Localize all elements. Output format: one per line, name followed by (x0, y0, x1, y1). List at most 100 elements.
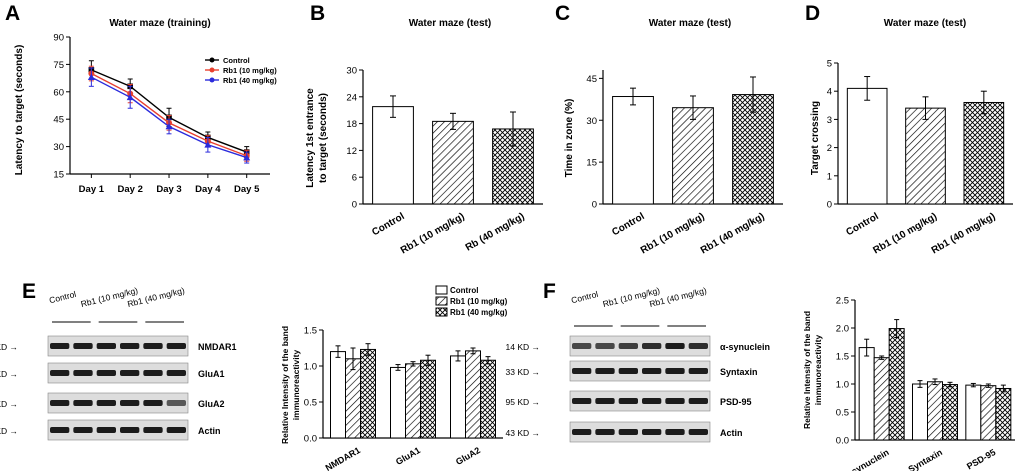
panel-a-legend-marker (209, 67, 215, 73)
panel-a-x-tick-label: Day 1 (79, 184, 105, 195)
panel-f-protein-label: Actin (720, 428, 743, 438)
panel-e-blot-row (47, 419, 189, 441)
panel-a-x-tick-label: Day 3 (156, 184, 181, 195)
panel-f-blot-band (665, 398, 685, 404)
panel-e-protein-label: GluA2 (198, 399, 225, 409)
panel-f-blot-band (688, 429, 708, 435)
panel-b-title: Water maze (test) (409, 18, 491, 29)
panel-e-x-tick-label: GluA1 (394, 445, 422, 467)
panel-f-blot-strip (569, 390, 711, 412)
panel-d-title: Water maze (test) (884, 18, 966, 29)
panel-e-legend-swatch (435, 285, 448, 295)
panel-e-blot-band (50, 400, 70, 406)
panel-d-bar (846, 87, 888, 205)
panel-f-blot-strip (569, 421, 711, 443)
panel-b-y-label: Latency 1st entrance (305, 88, 316, 188)
panel-d-y-tick-label: 5 (827, 59, 832, 70)
panel-a-point (204, 141, 212, 148)
panel-e-bar (405, 363, 421, 439)
panel-e-kd-label: 120 KD → (0, 342, 18, 352)
panel-f-blot-band (572, 343, 592, 349)
panel-e-blot-band (96, 370, 116, 376)
panel-a-legend-marker (209, 77, 215, 83)
panel-f-blot-band (618, 429, 638, 435)
panel-f-y-label: immunoreactivity (813, 335, 823, 406)
panel-e-kd-label: 100 KD → (0, 369, 18, 379)
panel-c-x-tick-label: Rb1 (10 mg/kg) (639, 211, 707, 256)
panel-f-blot-band (665, 343, 685, 349)
panel-f-blot-row (569, 360, 711, 382)
panel-f-y-tick-label: 0.5 (836, 408, 849, 419)
panel-f-x-tick-label: Syntaxin (907, 447, 944, 471)
panel-e-y-tick-label: 0.0 (304, 434, 317, 445)
panel-e-blot-strip (47, 335, 189, 357)
panel-e-blot-band (73, 370, 93, 376)
panel-e-blot-band (73, 427, 93, 433)
panel-f-y-tick-label: 2.0 (836, 324, 849, 335)
panel-f-kd-label: 43 KD → (506, 428, 541, 438)
panel-e-blot-band (143, 427, 163, 433)
panel-e-blot-row (47, 362, 189, 384)
panel-f-y-tick-label: 0.0 (836, 436, 849, 447)
panel-e-bar (480, 359, 496, 439)
panel-a-y-tick-label: 30 (53, 142, 64, 153)
panel-f-blot-band (618, 343, 638, 349)
panel-f-bar (873, 357, 890, 441)
panel-d-y-tick-label: 0 (827, 200, 832, 211)
panel-d-x-tick-label: Rb1 (40 mg/kg) (930, 211, 998, 256)
panel-e-blot-band (166, 400, 186, 406)
panel-c-y-tick-label: 30 (586, 116, 597, 127)
panel-b-y-tick-label: 30 (346, 66, 357, 77)
panel-e-group-label: Control (48, 289, 77, 305)
panel-f-blot-band (642, 429, 662, 435)
panel-e-blot-strip (47, 419, 189, 441)
panel-e-blot-band (166, 370, 186, 376)
panel-d-bar (963, 101, 1005, 205)
panel-b-y-tick-label: 0 (352, 200, 357, 211)
panel-e-bar (450, 355, 466, 439)
panel-c-y-tick-label: 0 (592, 200, 597, 211)
panel-e-legend-swatch (435, 296, 448, 306)
panel-f-blot-band (688, 368, 708, 374)
panel-f-blot-row (569, 421, 711, 443)
panel-e-protein-label: Actin (198, 426, 221, 436)
panel-c-title: Water maze (test) (649, 18, 731, 29)
panel-e-protein-label: GluA1 (198, 369, 225, 379)
panel-f-blot-band (595, 368, 615, 374)
panel-f-blot-band (642, 343, 662, 349)
panel-e-blot-band (73, 400, 93, 406)
panel-e-bar (465, 350, 481, 439)
panel-e-blot-row (47, 335, 189, 357)
panel-f-blot-row (569, 390, 711, 412)
panel-e-x-tick-label: GluA2 (454, 445, 482, 467)
panel-b-y-tick-label: 18 (346, 119, 357, 130)
panel-a-x-tick-label: Day 2 (118, 184, 143, 195)
panel-letter-f: F (543, 280, 556, 303)
panel-letter-d: D (805, 2, 820, 25)
panel-e-protein-label: NMDAR1 (198, 342, 237, 352)
panel-a-x-tick-label: Day 4 (195, 184, 221, 195)
panel-b-y-label: to target (seconds) (318, 93, 329, 183)
panel-d-x-tick-label: Rb1 (10 mg/kg) (871, 211, 939, 256)
panel-f-y-tick-label: 1.5 (836, 352, 849, 363)
panel-e-x-tick-label: NMDAR1 (324, 445, 362, 471)
panel-e-bar (330, 351, 346, 439)
panel-a-y-tick-label: 90 (53, 33, 64, 44)
panel-f-blot-band (665, 429, 685, 435)
panel-e-blot-band (50, 370, 70, 376)
panel-f-blot-band (595, 343, 615, 349)
panel-e-blot-band (96, 400, 116, 406)
panel-e-blot-band (73, 343, 93, 349)
panel-b-x-tick-label: Rb1 (10 mg/kg) (399, 211, 467, 256)
panel-e-y-tick-label: 0.5 (304, 398, 317, 409)
panel-f-blot-band (572, 368, 592, 374)
panel-b-y-tick-label: 6 (352, 173, 357, 184)
panel-a-y-tick-label: 45 (53, 115, 64, 126)
panel-f-blot-band (642, 368, 662, 374)
panel-a-y-tick-label: 75 (53, 60, 64, 71)
panel-a-point (165, 123, 173, 130)
panel-e-blot-band (96, 427, 116, 433)
panel-b-bar (372, 106, 414, 205)
panel-e-blot-band (50, 427, 70, 433)
panel-e-kd-label: 43 KD → (0, 426, 18, 436)
